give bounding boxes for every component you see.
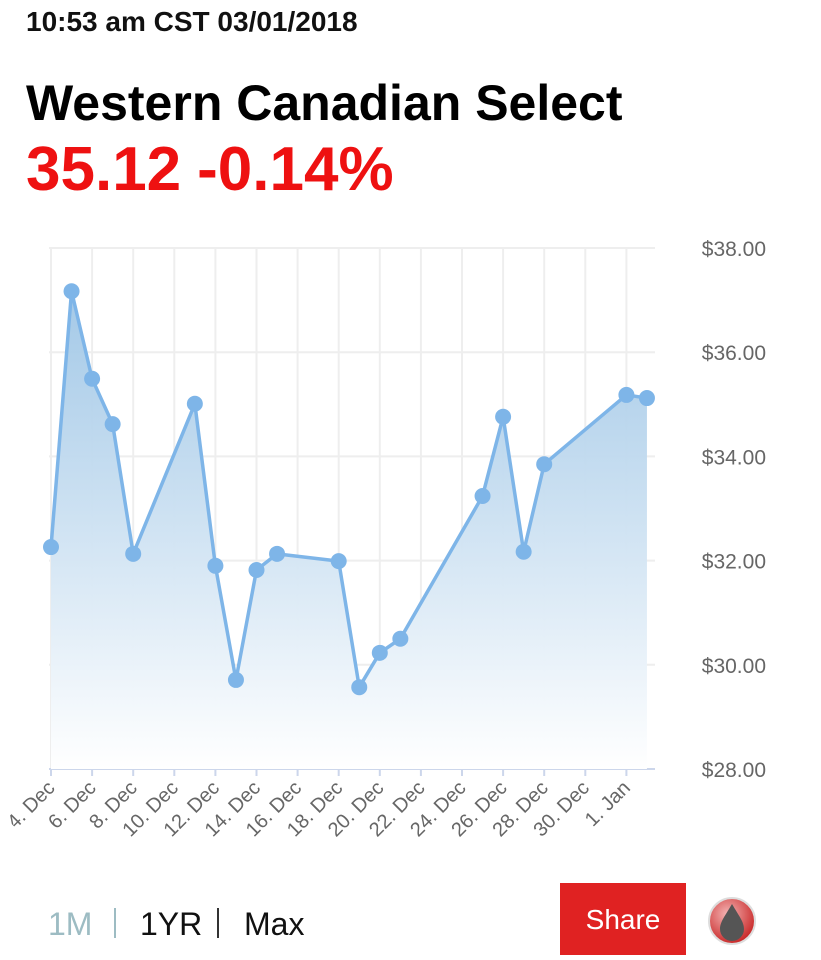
point <box>330 553 347 570</box>
y-tick-label: $30.00 <box>702 655 766 678</box>
line <box>49 289 648 689</box>
point <box>186 395 203 412</box>
point <box>43 539 59 556</box>
area <box>51 291 647 769</box>
point <box>125 545 142 562</box>
range-button[interactable]: Max <box>244 906 304 942</box>
point <box>638 390 655 407</box>
point <box>207 557 224 574</box>
y-tick-label: $36.00 <box>702 342 766 365</box>
range-button[interactable]: 1M <box>48 906 92 942</box>
point <box>392 630 409 647</box>
y-tick-label: $38.00 <box>702 238 766 261</box>
point <box>474 487 491 504</box>
point <box>495 408 512 425</box>
point <box>248 561 265 578</box>
x-tick-label: 1. Jan <box>581 777 635 831</box>
point <box>536 456 553 473</box>
y-tick-label: $28.00 <box>702 759 766 782</box>
price: 35.12 <box>26 135 181 204</box>
change: -0.14% <box>197 135 393 204</box>
point <box>104 416 121 433</box>
point <box>371 644 388 661</box>
title: Western Canadian Select <box>26 75 623 131</box>
y-tick-label: $32.00 <box>702 551 766 574</box>
timestamp: 10:53 am CST 03/01/2018 <box>26 6 358 37</box>
point <box>618 386 635 403</box>
y-tick-label: $34.00 <box>702 446 766 469</box>
point <box>515 543 532 560</box>
logo-drop <box>720 904 744 941</box>
share-label[interactable]: Share <box>586 904 661 935</box>
point <box>351 679 368 696</box>
point <box>84 370 101 387</box>
share-button[interactable] <box>560 883 686 955</box>
point <box>227 671 244 688</box>
point <box>63 283 80 300</box>
range-controls: 1M 1YR Max <box>48 906 304 942</box>
price-line: 35.12 -0.14% <box>26 135 394 204</box>
range-button[interactable]: 1YR <box>140 906 202 942</box>
chart: $28.00$30.00$32.00$34.00$36.00$38.004. D… <box>3 238 766 841</box>
point <box>269 545 286 562</box>
